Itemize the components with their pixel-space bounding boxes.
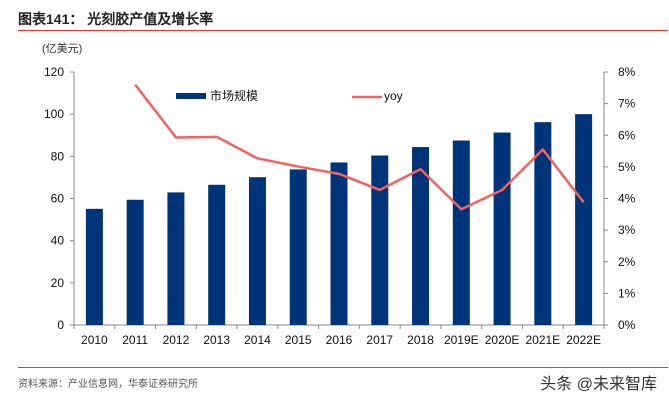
x-tick-label: 2022E <box>566 333 601 347</box>
left-tick-label: 20 <box>51 276 65 290</box>
footer-divider <box>18 367 668 368</box>
x-tick-label: 2019E <box>444 333 479 347</box>
left-tick-label: 60 <box>51 192 65 206</box>
left-tick-label: 0 <box>57 318 64 332</box>
left-tick-label: 80 <box>51 149 65 163</box>
bar-2010 <box>85 208 103 325</box>
chart-title: 图表141： 光刻胶产值及增长率 <box>18 11 214 27</box>
bar-2016 <box>330 162 348 325</box>
x-tick-label: 2013 <box>203 333 230 347</box>
bar-2012 <box>167 192 185 325</box>
x-tick-label: 2015 <box>285 333 312 347</box>
y-axis-unit-label: (亿美元) <box>42 43 83 55</box>
bar-2019E <box>452 140 470 325</box>
x-tick-label: 2020E <box>485 333 520 347</box>
right-tick-label: 6% <box>618 128 636 142</box>
left-tick-label: 100 <box>44 107 64 121</box>
bar-2018 <box>412 147 430 325</box>
bar-2013 <box>208 184 226 325</box>
right-tick-label: 2% <box>618 255 636 269</box>
x-tick-label: 2012 <box>163 333 190 347</box>
bar-2017 <box>371 155 389 325</box>
yoy-line <box>134 83 585 211</box>
bar-2020E <box>493 132 511 325</box>
bar-2022E <box>575 114 593 326</box>
left-tick-label: 40 <box>51 234 65 248</box>
x-tick-label: 2017 <box>366 333 393 347</box>
left-tick-label: 120 <box>44 65 64 79</box>
right-tick-label: 0% <box>618 318 636 332</box>
legend-bar-swatch <box>176 93 206 99</box>
legend-line-label: yoy <box>384 89 403 103</box>
right-tick-label: 8% <box>618 65 636 79</box>
bar-2011 <box>126 199 144 325</box>
x-tick-label: 2018 <box>407 333 434 347</box>
x-tick-label: 2021E <box>525 333 560 347</box>
x-tick-label: 2014 <box>244 333 271 347</box>
right-tick-label: 1% <box>618 286 636 300</box>
watermark: 头条 @未来智库 <box>540 376 657 393</box>
legend-bar-label: 市场规模 <box>210 88 258 103</box>
x-tick-label: 2016 <box>326 333 353 347</box>
right-tick-label: 7% <box>618 97 636 111</box>
x-tick-label: 2011 <box>122 333 148 347</box>
bar-2015 <box>289 169 307 325</box>
title-divider <box>18 30 668 31</box>
right-tick-label: 5% <box>618 160 636 174</box>
right-tick-label: 4% <box>618 192 636 206</box>
bar-2021E <box>534 122 552 325</box>
x-tick-label: 2010 <box>81 333 108 347</box>
right-tick-label: 3% <box>618 223 636 237</box>
bar-2014 <box>248 177 266 325</box>
source-note: 资料来源：产业信息网，华泰证券研究所 <box>18 379 198 390</box>
